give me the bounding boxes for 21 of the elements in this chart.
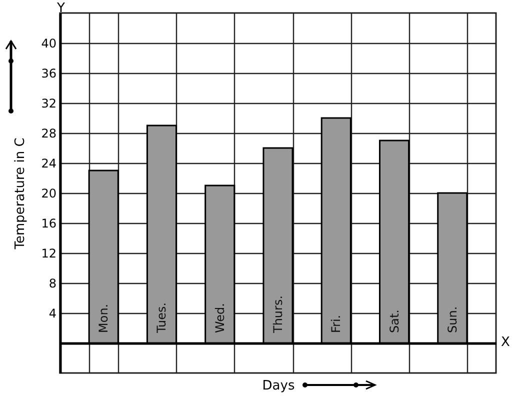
x-tick-label: Wed.	[212, 303, 227, 333]
x-tick-label: Sun.	[445, 306, 460, 333]
y-tick-label: 20	[41, 186, 56, 200]
y-tick-label: 24	[41, 156, 56, 170]
y-tick-label: 4	[48, 306, 56, 320]
x-tick-label: Mon.	[96, 304, 111, 333]
y-tick-label: 36	[41, 66, 56, 80]
y-tick-label: 40	[41, 36, 56, 50]
y-axis-title: Temperature in C	[13, 138, 28, 250]
x-tick-label: Tues.	[154, 302, 169, 334]
annotation: Y	[57, 1, 65, 16]
y-tick-label: 28	[41, 126, 56, 140]
y-tick-label: 8	[48, 276, 56, 290]
text: X	[501, 335, 510, 350]
x-tick-label: Thurs.	[271, 295, 285, 334]
y-tick-label: 16	[41, 216, 56, 230]
y-tick-label: 12	[41, 246, 56, 260]
x-tick-label: Sat.	[387, 310, 402, 333]
y-tick-label: 32	[41, 96, 56, 110]
x-axis-title: Days	[262, 378, 295, 394]
x-tick-label: Fri.	[329, 314, 344, 333]
